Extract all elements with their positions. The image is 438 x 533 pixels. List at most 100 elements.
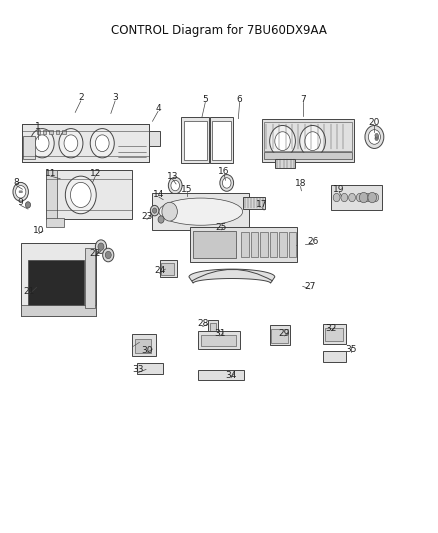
Circle shape: [341, 193, 348, 201]
Text: 30: 30: [141, 345, 152, 354]
Text: 31: 31: [214, 329, 226, 338]
Bar: [162, 263, 174, 275]
Bar: [46, 170, 132, 220]
Bar: [212, 122, 230, 160]
Circle shape: [300, 125, 325, 157]
Circle shape: [30, 128, 54, 158]
Bar: [198, 370, 244, 381]
Text: 17: 17: [256, 200, 268, 209]
Circle shape: [65, 176, 96, 214]
Text: 33: 33: [133, 366, 144, 374]
Text: 26: 26: [307, 237, 318, 246]
Bar: [149, 131, 160, 147]
Circle shape: [102, 248, 114, 262]
Text: 7: 7: [300, 95, 306, 104]
Circle shape: [95, 135, 109, 151]
Text: 22: 22: [90, 249, 101, 258]
Text: 13: 13: [167, 172, 178, 181]
Bar: [21, 243, 96, 316]
Circle shape: [152, 208, 157, 213]
Bar: [36, 130, 40, 134]
Bar: [132, 334, 156, 357]
Text: 16: 16: [219, 167, 230, 176]
Text: 9: 9: [18, 198, 24, 207]
Bar: [264, 152, 352, 159]
Circle shape: [349, 193, 356, 201]
Circle shape: [90, 128, 114, 158]
Circle shape: [223, 177, 231, 188]
Circle shape: [375, 136, 378, 141]
Bar: [190, 227, 297, 262]
Circle shape: [162, 202, 177, 221]
Circle shape: [150, 205, 159, 216]
Circle shape: [368, 130, 380, 144]
Circle shape: [357, 193, 363, 201]
Text: CONTROL Diagram for 7BU60DX9AA: CONTROL Diagram for 7BU60DX9AA: [111, 23, 327, 37]
Bar: [184, 122, 207, 160]
Circle shape: [95, 240, 106, 254]
Circle shape: [158, 216, 164, 223]
Circle shape: [364, 193, 371, 201]
Bar: [270, 232, 277, 257]
Bar: [46, 170, 57, 220]
Bar: [43, 130, 46, 134]
Bar: [323, 351, 346, 361]
Circle shape: [98, 243, 104, 251]
Circle shape: [270, 125, 295, 157]
Bar: [135, 338, 151, 353]
Bar: [28, 260, 84, 306]
Text: 14: 14: [153, 190, 165, 199]
Text: 5: 5: [202, 95, 208, 104]
Bar: [201, 335, 236, 346]
Bar: [62, 130, 66, 134]
Bar: [208, 320, 218, 334]
Circle shape: [359, 192, 368, 203]
Ellipse shape: [19, 191, 22, 193]
Text: 35: 35: [346, 344, 357, 353]
Bar: [272, 329, 288, 343]
Text: 10: 10: [33, 227, 45, 236]
Text: 1: 1: [35, 122, 41, 131]
Text: 21: 21: [24, 287, 35, 296]
Bar: [264, 122, 352, 150]
Bar: [260, 232, 268, 257]
Circle shape: [168, 177, 182, 194]
Circle shape: [375, 135, 379, 139]
Text: 25: 25: [215, 223, 227, 232]
Circle shape: [105, 252, 111, 259]
Text: 29: 29: [279, 329, 290, 338]
Bar: [210, 323, 216, 332]
Bar: [323, 324, 346, 344]
Ellipse shape: [19, 191, 22, 193]
Circle shape: [59, 128, 83, 158]
Bar: [243, 197, 265, 209]
Bar: [275, 159, 295, 168]
Bar: [21, 305, 96, 316]
Text: 24: 24: [154, 266, 166, 275]
Bar: [85, 248, 95, 308]
Text: 6: 6: [237, 95, 243, 104]
Text: 34: 34: [225, 370, 237, 379]
Circle shape: [375, 133, 378, 138]
Bar: [152, 193, 249, 230]
Bar: [251, 232, 258, 257]
Bar: [23, 136, 35, 159]
Circle shape: [275, 132, 290, 150]
Ellipse shape: [19, 191, 22, 192]
Bar: [289, 232, 296, 257]
Circle shape: [220, 175, 233, 191]
Bar: [332, 185, 382, 210]
Circle shape: [171, 180, 180, 191]
Circle shape: [368, 192, 377, 203]
Bar: [193, 231, 236, 258]
Text: 15: 15: [181, 185, 193, 194]
Bar: [137, 363, 163, 374]
Circle shape: [305, 132, 320, 150]
Text: 4: 4: [155, 104, 161, 113]
Bar: [325, 328, 343, 341]
Text: 32: 32: [326, 324, 337, 333]
Text: 3: 3: [112, 93, 118, 102]
Text: 19: 19: [333, 185, 345, 193]
Bar: [262, 119, 354, 162]
Bar: [241, 232, 249, 257]
